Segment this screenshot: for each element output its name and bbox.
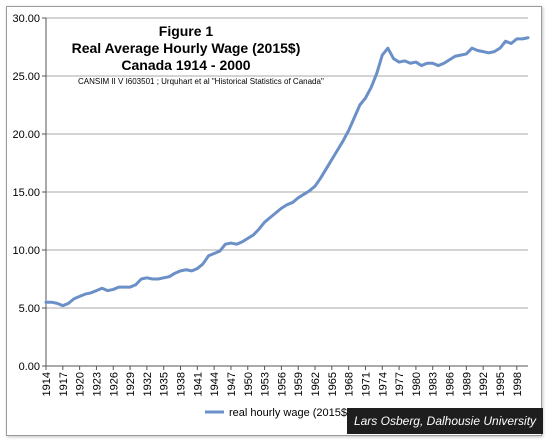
x-tick-label: 1920	[75, 372, 87, 396]
x-tick-label: 1980	[411, 372, 423, 396]
x-tick-label: 1923	[91, 372, 103, 396]
x-tick-label: 1983	[428, 372, 440, 396]
x-tick-label: 1977	[394, 372, 406, 396]
x-tick-label: 1956	[276, 372, 288, 396]
y-tick-label: 25.00	[12, 71, 40, 83]
y-tick-labels: 0.00 5.00 10.00 15.00 20.00 25.00 30.00	[12, 13, 40, 373]
x-tick-label: 1932	[142, 372, 154, 396]
x-tick-label: 1950	[243, 372, 255, 396]
x-tick-label: 1998	[512, 372, 524, 396]
y-tick-label: 30.00	[12, 13, 40, 25]
x-tick-label: 1929	[125, 372, 137, 396]
y-tick-label: 5.00	[19, 303, 40, 315]
x-tick-label: 1935	[159, 372, 171, 396]
y-tick-label: 15.00	[12, 187, 40, 199]
x-tick-label: 1965	[327, 372, 339, 396]
y-tick-label: 10.00	[12, 245, 40, 257]
y-tick-label: 0.00	[19, 361, 40, 373]
credit-banner: Lars Osberg, Dalhousie University	[347, 408, 543, 434]
y-tick-label: 20.00	[12, 129, 40, 141]
x-tick-label: 1917	[58, 372, 70, 396]
chart-title-line-1: Figure 1	[159, 23, 214, 39]
x-tick-labels: 1914 1917 1920 1923 1926 1929 1932 1935 1938 1941…	[41, 372, 524, 396]
x-tick-label: 1914	[41, 372, 53, 396]
x-tick-label: 1947	[226, 372, 238, 396]
x-tick-label: 1962	[310, 372, 322, 396]
axes	[42, 17, 528, 370]
series-layer	[44, 36, 530, 308]
gridlines	[46, 17, 528, 309]
x-tick-label: 1938	[176, 372, 188, 396]
chart-frame	[6, 6, 542, 436]
x-tick-label: 1944	[209, 372, 221, 396]
chart-subtitle: CANSIM II V I603501 ; Urquhart et al "Hi…	[78, 77, 324, 86]
x-tick-label: 1986	[445, 372, 457, 396]
chart-title-line-2: Real Average Hourly Wage (2015$)	[72, 40, 301, 56]
x-tick-label: 1989	[461, 372, 473, 396]
chart-title-line-3: Canada 1914 - 2000	[121, 57, 250, 73]
x-tick-label: 1971	[360, 372, 372, 396]
x-tick-label: 1941	[192, 372, 204, 396]
x-tick-label: 1974	[377, 372, 389, 396]
x-tick-label: 1995	[495, 372, 507, 396]
x-tick-label: 1926	[108, 372, 120, 396]
x-tick-label: 1992	[478, 372, 490, 396]
x-tick-label: 1953	[260, 372, 272, 396]
legend-label: real hourly wage (2015$)	[229, 407, 351, 419]
x-tick-label: 1959	[293, 372, 305, 396]
x-tick-label: 1968	[344, 372, 356, 396]
series-line-0	[44, 36, 530, 308]
